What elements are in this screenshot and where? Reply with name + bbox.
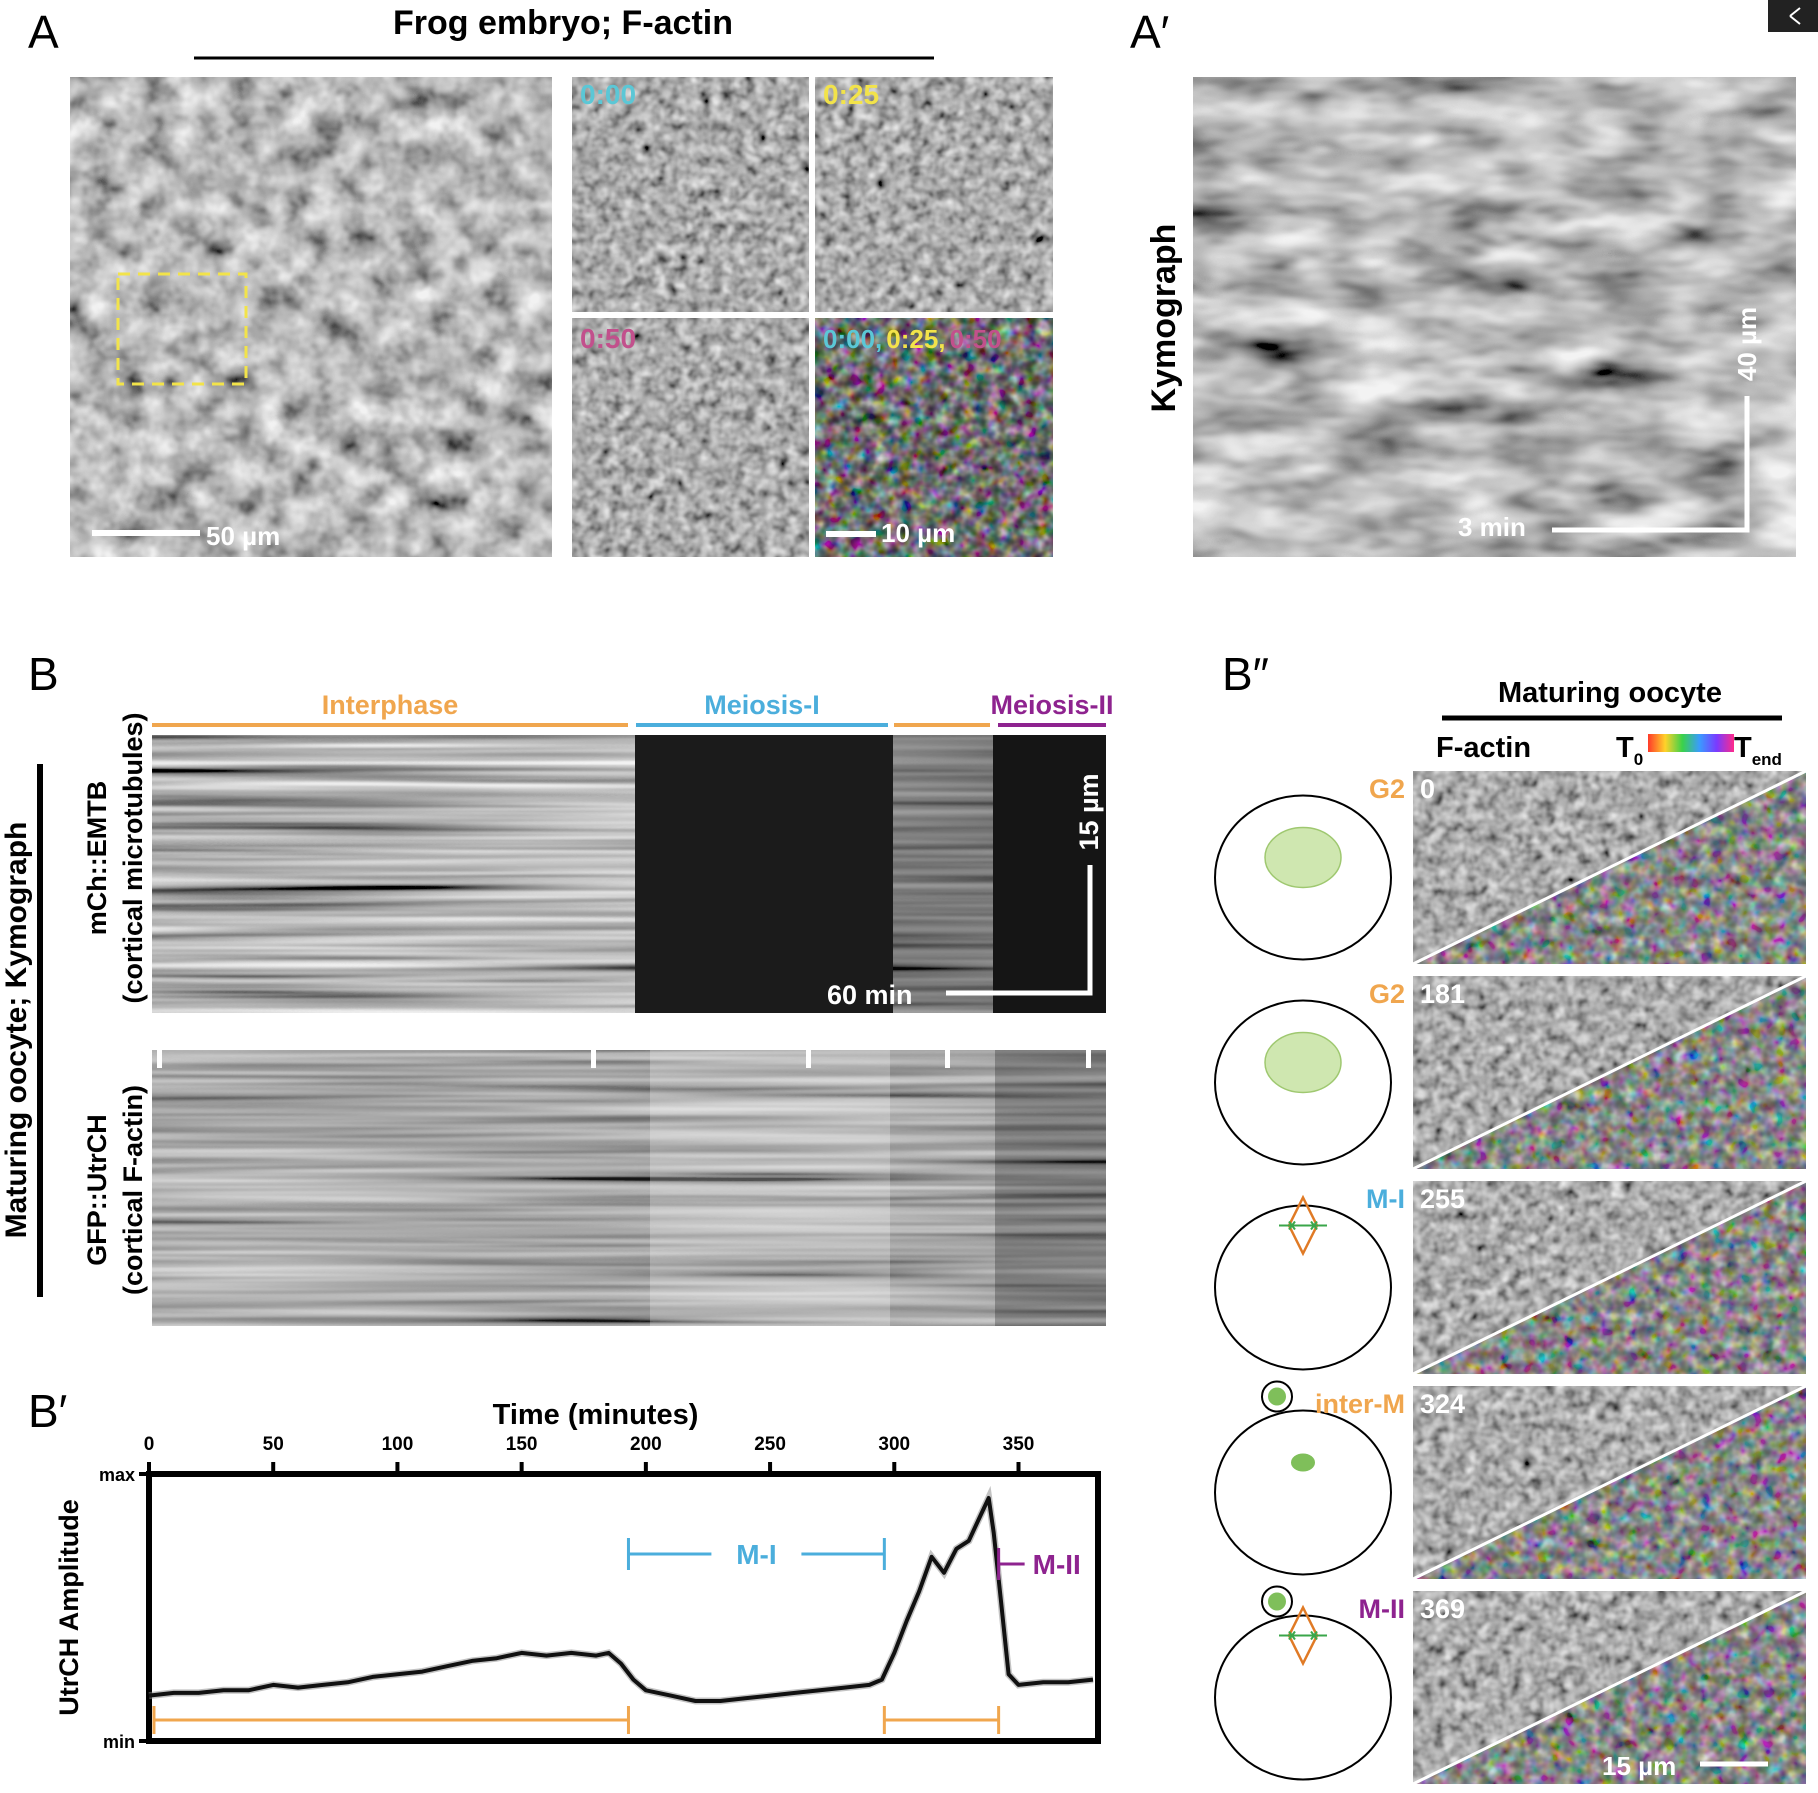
y-tick-max: max (99, 1465, 135, 1485)
row1-label-b: (cortical microtubules) (118, 712, 148, 1003)
x-tick-label: 200 (630, 1434, 662, 1455)
kymo-scale-time: 3 min (1458, 512, 1526, 542)
chart-frame (149, 1474, 1098, 1741)
kymograph-side-label: Kymograph (1145, 224, 1183, 413)
scale-label-50: 50 µm (206, 521, 280, 551)
time-label: 0 (1420, 774, 1435, 804)
panel-a-prime-letter: A′ (1130, 6, 1169, 58)
oocyte-rows: G2 0 G2 181 M-I 255 inter-M 324 M-II 369 15 µm (1215, 771, 1806, 1784)
merge-label: 0:00,0:25,0:50 (823, 324, 1002, 354)
kymo-b-scale-time: 60 min (827, 980, 913, 1010)
germinal-vesicle (1265, 1033, 1341, 1093)
panel-b-dprime-letter: B″ (1222, 648, 1269, 700)
merge-time-50: 0:50 (950, 324, 1002, 354)
collapse-button[interactable] (1768, 0, 1818, 32)
x-axis-label: Time (minutes) (493, 1399, 699, 1431)
x-tick-label: 250 (754, 1434, 786, 1455)
merge-time-25: 0:25, (886, 324, 945, 354)
row2-label-b: (cortical F-actin) (118, 1085, 148, 1295)
chromatin (1291, 1454, 1315, 1472)
oocyte-row: G2 181 (1215, 976, 1806, 1169)
inset-time-0: 0:00 (580, 79, 636, 110)
scale-label-10: 10 µm (881, 518, 955, 548)
series-error-band (149, 1498, 1093, 1701)
row1-label-a: mCh::EMTB (82, 781, 112, 935)
panel-a-letter: A (28, 6, 59, 58)
time-label: 324 (1420, 1389, 1465, 1419)
x-tick-label: 300 (878, 1434, 910, 1455)
stage-label: inter-M (1315, 1389, 1405, 1419)
panel-a-inset-grid: 0:00 0:25 0:50 0:00,0:25,0:50 10 µm (572, 77, 1053, 557)
microtubule-kymograph: 60 min 15 µm (152, 735, 1106, 1013)
kymo-scale-space: 40 µm (1732, 307, 1762, 381)
x-tick-label: 0 (144, 1434, 155, 1455)
inset-time-50: 0:50 (580, 323, 636, 354)
series-line (149, 1498, 1093, 1701)
stage-label: M-II (1359, 1594, 1406, 1624)
x-tick-label: 350 (1003, 1434, 1035, 1455)
panel-b-prime-letter: B′ (28, 1385, 67, 1437)
oocyte-outline (1215, 1616, 1391, 1780)
oocyte-title: Maturing oocyte (1498, 677, 1722, 709)
actin-kymograph (152, 1050, 1106, 1326)
stage-label: G2 (1369, 774, 1405, 804)
m1-label: M-I (736, 1539, 776, 1570)
oocyte-row: inter-M 324 (1215, 1382, 1806, 1580)
tick-marker (806, 1050, 811, 1068)
x-tick-label: 50 (263, 1434, 284, 1455)
panel-b-letter: B (28, 648, 59, 700)
time-label: 369 (1420, 1594, 1465, 1624)
inset-time-25: 0:25 (823, 79, 879, 110)
oocyte-outline (1215, 1411, 1391, 1575)
t0-label: T0 (1616, 732, 1643, 769)
oocyte-row: M-I 255 (1215, 1181, 1806, 1374)
y-axis-label: UtrCH Amplitude (54, 1499, 84, 1716)
utrch-amplitude-chart: Time (minutes) UtrCH Amplitude 0 50 100 150 20… (54, 1399, 1098, 1752)
tend-label: Tend (1734, 732, 1782, 769)
oocyte-row: G2 0 (1215, 771, 1806, 964)
x-tick-label: 100 (382, 1434, 414, 1455)
oocyte-outline (1215, 1206, 1391, 1370)
group-label: Maturing oocyte; Kymograph (0, 822, 33, 1239)
x-tick-label: 150 (506, 1434, 538, 1455)
tick-marker (591, 1050, 596, 1068)
stage-label: M-I (1366, 1184, 1405, 1214)
time-label: 255 (1420, 1184, 1465, 1214)
oocyte-scale-label: 15 µm (1602, 1751, 1676, 1781)
merge-time-0: 0:00, (823, 324, 882, 354)
row2-label-a: GFP::UtrCH (82, 1114, 112, 1265)
germinal-vesicle (1265, 828, 1341, 888)
polar-body-dna (1268, 1388, 1286, 1406)
polar-body-dna (1268, 1593, 1286, 1611)
tick-marker (157, 1050, 162, 1068)
y-tick-min: min (103, 1732, 135, 1752)
time-color-scale (1648, 734, 1734, 752)
col-factin: F-actin (1436, 732, 1531, 764)
phase-meiosis2: Meiosis-II (990, 690, 1113, 720)
m2-label: M-II (1033, 1549, 1081, 1580)
panel-a-main-image: 50 µm (70, 77, 552, 557)
panel-a-title: Frog embryo; F-actin (393, 4, 733, 42)
tick-marker (1086, 1050, 1091, 1068)
oocyte-row: M-II 369 (1215, 1587, 1806, 1785)
phase-interphase: Interphase (322, 690, 459, 720)
kymo-b-scale-space: 15 µm (1074, 773, 1104, 850)
stage-label: G2 (1369, 979, 1405, 1009)
tick-marker (945, 1050, 950, 1068)
time-label: 181 (1420, 979, 1465, 1009)
panel-a-prime-kymograph: 3 min 40 µm (1193, 77, 1796, 557)
phase-meiosis1: Meiosis-I (704, 690, 820, 720)
